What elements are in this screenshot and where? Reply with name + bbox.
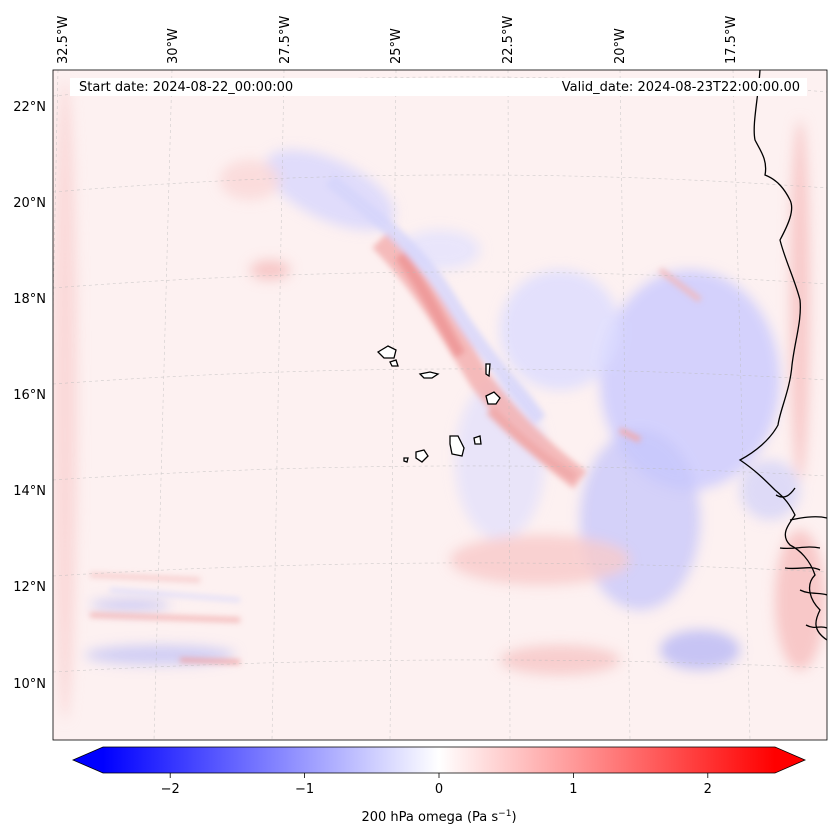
lon-label-5: 22.5°W [501, 16, 516, 64]
colorbar-max-extension [775, 747, 805, 773]
colorbar-min-extension [73, 747, 103, 773]
island-brava [403, 457, 409, 463]
colorbar-tick-label: 1 [569, 782, 577, 797]
lon-label-2: 30°W [166, 28, 181, 64]
island-santo-antao [376, 345, 397, 359]
lat-label-3: 18°N [13, 292, 46, 307]
map-frame [52, 69, 828, 741]
island-sal [485, 363, 491, 378]
lat-label-5: 14°N [13, 484, 46, 499]
africa-coastline [738, 70, 827, 641]
island-santiago [449, 435, 465, 457]
map-panel: Start date: 2024-08-22_00:00:00 Valid_da… [52, 69, 828, 741]
coastlines [376, 70, 827, 641]
colorbar-tick-label: 0 [435, 782, 443, 797]
lat-label-7: 10°N [13, 677, 46, 692]
start-date-label: Start date: 2024-08-22_00:00:00 [79, 80, 293, 95]
island-boa-vista [485, 391, 501, 405]
colorbar-label: 200 hPa omega (Pa s−1) [361, 809, 516, 825]
colorbar: −2 −1 0 1 2 200 hPa omega (Pa s−1) [71, 746, 807, 825]
lat-label-6: 12°N [13, 580, 46, 595]
lon-label-4: 25°W [389, 28, 404, 64]
latitude-labels: 22°N 20°N 18°N 16°N 14°N 12°N 10°N [13, 100, 46, 692]
colorbar-ticks: −2 −1 0 1 2 [161, 773, 712, 797]
island-maio [473, 435, 482, 445]
colorbar-tick-label: −1 [295, 782, 314, 797]
omega-field [53, 70, 827, 740]
valid-date-label: Valid_date: 2024-08-23T22:00:00.00 [562, 80, 800, 95]
lon-label-1: 32.5°W [56, 16, 71, 64]
longitude-labels: 32.5°W 30°W 27.5°W 25°W 22.5°W 20°W 17.5… [56, 16, 739, 64]
lon-label-7: 17.5°W [724, 16, 739, 64]
lon-label-3: 27.5°W [278, 16, 293, 64]
lon-label-6: 20°W [613, 28, 628, 64]
colorbar-tick-label: −2 [161, 782, 180, 797]
colorbar-body [103, 747, 775, 773]
lat-label-4: 16°N [13, 388, 46, 403]
island-fogo [415, 449, 429, 463]
info-bar [70, 78, 807, 96]
island-sao-nicolau [418, 371, 440, 379]
island-sao-vicente [389, 359, 399, 367]
colorbar-tick-label: 2 [704, 782, 712, 797]
lat-label-2: 20°N [13, 196, 46, 211]
lat-label-1: 22°N [13, 100, 46, 115]
